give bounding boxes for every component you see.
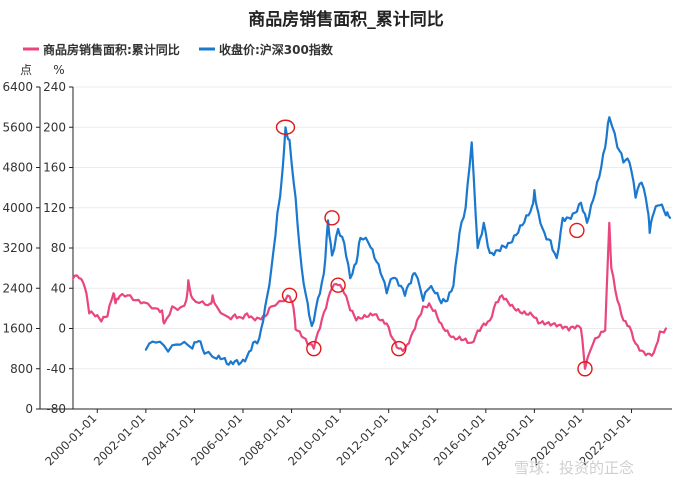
left-tick-label: 6400: [2, 80, 33, 94]
watermark-text: 雪球：投资的正念: [514, 459, 634, 477]
annotation-circle: [391, 340, 407, 357]
left-tick-label: 4000: [2, 201, 33, 215]
legend-label-index: 收盘价:沪深300指数: [219, 42, 334, 57]
legend: 商品房销售面积:累计同比 收盘价:沪深300指数: [23, 42, 334, 57]
legend-label-sales: 商品房销售面积:累计同比: [43, 42, 180, 57]
annotation-circle: [281, 287, 298, 303]
left-tick-label: 4800: [2, 161, 33, 175]
axes: [39, 87, 672, 410]
annotation-circle: [330, 277, 346, 293]
series-line-index: [144, 116, 672, 366]
right-tick-label: 0: [58, 322, 66, 336]
series: [71, 116, 672, 370]
chart-title: 商品房销售面积_累计同比: [248, 9, 444, 30]
right-tick-label: 120: [43, 201, 66, 215]
gridlines: [36, 86, 672, 413]
right-tick-label: 80: [51, 241, 66, 255]
left-tick-label: 2400: [2, 281, 33, 295]
left-tick-label: 1600: [2, 322, 33, 336]
annotations: [275, 119, 593, 377]
series-line-sales: [71, 221, 667, 370]
right-axis-unit: %: [53, 63, 64, 77]
annotation-circle: [577, 361, 593, 377]
left-tick-label: 3200: [2, 241, 33, 255]
left-axis-unit: 点: [20, 63, 32, 77]
right-tick-label: 240: [43, 80, 66, 94]
left-tick-label: 5600: [2, 120, 33, 134]
right-tick-label: 200: [43, 120, 66, 134]
right-tick-label: 40: [51, 281, 66, 295]
right-tick-label: 160: [43, 161, 66, 175]
annotation-circle: [275, 119, 296, 135]
annotation-circle: [324, 210, 340, 226]
left-tick-label: 0: [25, 402, 33, 416]
left-tick-label: 800: [10, 362, 33, 376]
right-tick-label: -40: [46, 362, 66, 376]
annotation-circle: [306, 340, 322, 357]
annotation-circle: [569, 222, 585, 239]
right-tick-label: -80: [46, 402, 66, 416]
